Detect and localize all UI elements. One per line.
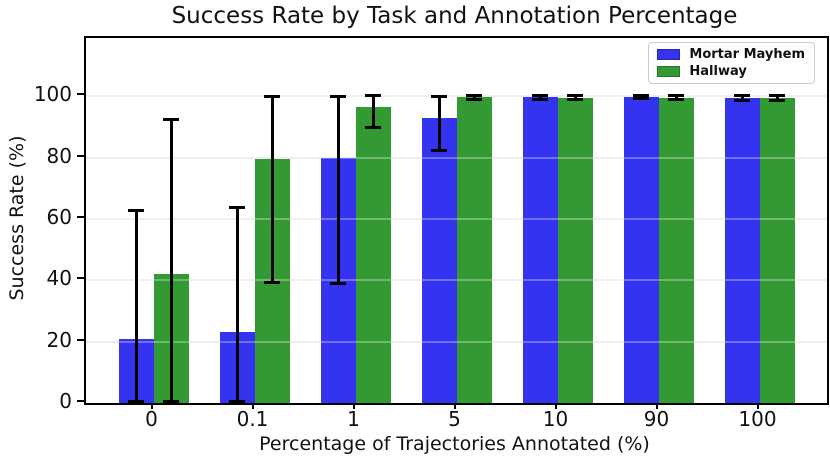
error-bar-cap bbox=[769, 94, 785, 98]
error-bar bbox=[134, 209, 138, 403]
x-axis-title: Percentage of Trajectories Annotated (%) bbox=[259, 433, 650, 455]
error-bar bbox=[336, 96, 340, 284]
y-tick-mark bbox=[77, 154, 84, 157]
error-bar-cap bbox=[365, 125, 381, 129]
error-bar-cap bbox=[264, 280, 280, 284]
legend-item: Mortar Mayhem bbox=[657, 47, 805, 62]
x-tick-mark bbox=[756, 403, 759, 409]
error-bar-cap bbox=[769, 99, 785, 103]
bar-hallway bbox=[557, 97, 593, 403]
error-bar-cap bbox=[229, 400, 245, 403]
error-bar-cap bbox=[431, 95, 447, 99]
error-bar-cap bbox=[330, 95, 346, 99]
error-bar-cap bbox=[365, 93, 381, 97]
bar-hallway bbox=[658, 97, 694, 403]
gridline-overlay bbox=[86, 156, 827, 159]
y-tick-mark bbox=[77, 338, 84, 341]
x-tick-label: 5 bbox=[448, 407, 461, 431]
error-bar bbox=[472, 94, 476, 100]
error-bar-cap bbox=[633, 94, 649, 98]
error-bar-cap bbox=[734, 99, 750, 103]
x-tick-label: 100 bbox=[738, 407, 777, 431]
error-bar-cap bbox=[668, 98, 684, 102]
x-tick-mark bbox=[352, 403, 355, 409]
bar-hallway bbox=[355, 107, 391, 403]
error-bar bbox=[775, 95, 779, 101]
bar-mortar-mayhem bbox=[623, 96, 659, 403]
error-bar bbox=[538, 94, 542, 100]
error-bar bbox=[169, 119, 173, 403]
x-tick-label: 1 bbox=[347, 407, 360, 431]
x-tick-mark bbox=[453, 403, 456, 409]
error-bar-cap bbox=[229, 205, 245, 209]
error-bar-cap bbox=[431, 148, 447, 152]
error-bar-cap bbox=[668, 94, 684, 98]
error-bar bbox=[270, 96, 274, 282]
legend: Mortar Mayhem Hallway bbox=[648, 42, 815, 84]
error-bar-cap bbox=[330, 282, 346, 286]
x-tick-mark bbox=[655, 403, 658, 409]
error-bar-cap bbox=[532, 93, 548, 97]
x-tick-label: 0.1 bbox=[236, 407, 269, 431]
y-tick-label: 40 bbox=[46, 266, 72, 291]
error-bar-cap bbox=[163, 118, 179, 122]
error-bar bbox=[371, 94, 375, 127]
error-bar-cap bbox=[264, 95, 280, 99]
bar-hallway bbox=[456, 96, 492, 403]
gridline-overlay bbox=[86, 217, 827, 220]
error-bar-cap bbox=[163, 400, 179, 403]
error-bar-cap bbox=[567, 94, 583, 98]
y-tick-label: 60 bbox=[46, 204, 72, 229]
error-bar-cap bbox=[466, 93, 482, 97]
gridline bbox=[86, 95, 827, 98]
gridline-overlay bbox=[86, 340, 827, 343]
x-tick-label: 10 bbox=[542, 407, 569, 431]
error-bar-cap bbox=[128, 400, 144, 403]
error-bar-cap bbox=[734, 94, 750, 98]
chart-title: Success Rate by Task and Annotation Perc… bbox=[171, 3, 738, 29]
error-bar bbox=[740, 95, 744, 101]
legend-label: Hallway bbox=[689, 64, 747, 79]
y-tick-mark bbox=[77, 277, 84, 280]
legend-label: Mortar Mayhem bbox=[689, 47, 805, 62]
gridline-overlay bbox=[86, 95, 827, 98]
y-tick-label: 80 bbox=[46, 143, 72, 168]
legend-swatch-icon bbox=[657, 49, 681, 60]
legend-item: Hallway bbox=[657, 64, 805, 79]
y-tick-label: 20 bbox=[46, 327, 72, 352]
bar-mortar-mayhem bbox=[421, 117, 457, 403]
bar-mortar-mayhem bbox=[724, 97, 760, 403]
x-tick-mark bbox=[150, 403, 153, 409]
x-tick-label: 90 bbox=[643, 407, 670, 431]
plot-area: Mortar Mayhem Hallway bbox=[84, 36, 829, 405]
error-bar-cap bbox=[633, 97, 649, 101]
x-tick-mark bbox=[251, 403, 254, 409]
y-tick-label: 100 bbox=[33, 82, 72, 107]
legend-swatch-icon bbox=[657, 66, 681, 77]
y-tick-mark bbox=[77, 215, 84, 218]
y-tick-mark bbox=[77, 93, 84, 96]
error-bar-cap bbox=[532, 98, 548, 102]
gridline-overlay bbox=[86, 279, 827, 282]
error-bar bbox=[235, 206, 239, 403]
error-bar bbox=[437, 96, 441, 150]
y-tick-mark bbox=[77, 400, 84, 402]
error-bar-cap bbox=[128, 208, 144, 212]
y-tick-label: 0 bbox=[59, 389, 72, 413]
x-tick-label: 0 bbox=[145, 407, 158, 431]
bar-mortar-mayhem bbox=[522, 96, 558, 403]
bar-hallway bbox=[759, 97, 795, 403]
error-bar-cap bbox=[567, 98, 583, 102]
error-bar-cap bbox=[466, 98, 482, 102]
x-tick-mark bbox=[554, 403, 557, 409]
